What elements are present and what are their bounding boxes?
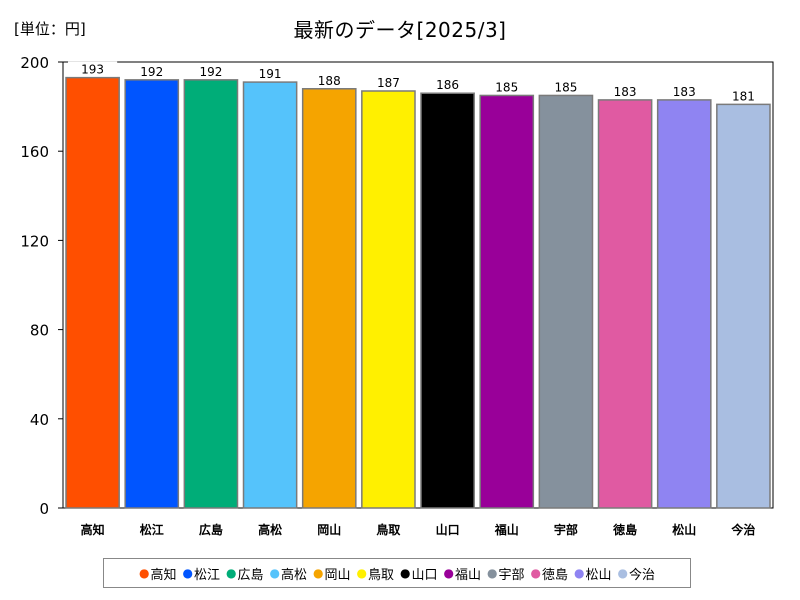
bar-今治: [716, 103, 771, 509]
data-label-bg: [541, 79, 591, 95]
data-label-bg: [186, 63, 236, 79]
bar-広島: [183, 79, 239, 509]
unit-label: [単位：円]: [14, 20, 86, 38]
data-label-bg: [718, 88, 768, 104]
y-tick-label: 200: [20, 54, 49, 72]
legend-marker-icon: ●: [617, 566, 628, 580]
legend-marker-icon: ●: [400, 566, 411, 580]
legend-item: ● 徳島: [531, 564, 569, 583]
bar-松山: [656, 99, 712, 509]
legend-item: ● 山口: [400, 564, 438, 583]
bar-松江: [124, 79, 180, 509]
bar-福山: [479, 94, 535, 509]
legend-item: ● 鳥取: [357, 564, 395, 583]
x-tick-label: 高知: [81, 522, 105, 537]
data-label: 187: [377, 76, 400, 90]
legend-marker-icon: ●: [530, 566, 541, 580]
legend-marker-icon: ●: [443, 566, 454, 580]
bar-高松: [242, 81, 298, 509]
legend-label: 福山: [454, 567, 481, 583]
data-label-bg: [127, 63, 177, 79]
legend-item: ● 松山: [574, 564, 612, 583]
legend-marker-icon: ●: [182, 566, 193, 580]
data-label-bg: [68, 61, 118, 77]
data-label: 186: [436, 78, 459, 92]
data-label-bg: [245, 66, 295, 82]
data-label: 181: [732, 89, 755, 103]
x-tick-label: 岡山: [317, 522, 341, 537]
data-label: 193: [81, 63, 104, 77]
bar-徳島: [597, 99, 653, 509]
legend-label: 高松: [280, 567, 307, 583]
legend-item: ● 岡山: [313, 564, 351, 583]
data-label-bg: [659, 83, 709, 99]
chart-title: 最新のデータ[2025/3]: [293, 18, 507, 42]
legend-label: 高知: [150, 567, 177, 583]
data-label-bg: [304, 72, 354, 88]
y-tick-label: 80: [30, 322, 49, 340]
y-tick-label: 120: [20, 232, 49, 250]
x-tick-label: 宇部: [554, 522, 578, 537]
legend-label: 今治: [628, 567, 655, 583]
legend-marker-icon: ●: [139, 566, 150, 580]
data-label: 185: [554, 80, 577, 94]
legend-item: ● 福山: [444, 564, 482, 583]
legend-marker-icon: ●: [487, 566, 498, 580]
data-label: 192: [199, 65, 222, 79]
data-label-bg: [482, 79, 532, 95]
data-label-bg: [423, 77, 473, 93]
legend-marker-icon: ●: [269, 566, 280, 580]
legend-marker-icon: ●: [356, 566, 367, 580]
legend-label: 宇部: [498, 567, 525, 583]
x-tick-label: 広島: [199, 522, 223, 537]
x-tick-label: 松山: [672, 522, 696, 537]
legend-label: 徳島: [541, 567, 568, 583]
x-tick-label: 高松: [258, 522, 282, 537]
bar-宇部: [538, 94, 594, 509]
legend-marker-icon: ●: [226, 566, 237, 580]
legend-marker-icon: ●: [574, 566, 585, 580]
data-label: 183: [673, 85, 696, 99]
legend-item: ● 広島: [226, 564, 264, 583]
x-tick-label: 徳島: [612, 522, 637, 537]
data-label: 188: [318, 74, 341, 88]
legend-label: 山口: [411, 567, 438, 583]
legend-item: ● 宇部: [487, 564, 525, 583]
legend-marker-icon: ●: [313, 566, 324, 580]
x-tick-label: 福山: [494, 522, 519, 537]
legend-label: 鳥取: [367, 567, 394, 583]
bar-鳥取: [361, 90, 416, 509]
legend: ● 高知 ● 松江 ● 広島 ● 高松 ● 岡山 ● 鳥取 ● 山口 ● 福山 ● 宇部 ● 徳島 ● 松山 ● 今治: [103, 558, 691, 588]
bar-chart: 0 40 80 120 160 200 193 高知 192 松江 192 広島 191 高松 188 岡山 1…: [20, 54, 774, 537]
legend-label: 松江: [193, 567, 220, 583]
data-label: 183: [614, 85, 637, 99]
x-tick-label: 松江: [140, 522, 164, 537]
data-label-bg: [363, 74, 413, 90]
plot-area: [62, 61, 774, 509]
data-label: 192: [140, 65, 163, 79]
legend-item: ● 今治: [618, 564, 656, 583]
x-tick-label: 鳥取: [376, 522, 400, 537]
bar-山口: [420, 92, 475, 509]
legend-label: 岡山: [324, 567, 351, 583]
y-tick-label: 160: [20, 143, 49, 161]
legend-label: 松山: [585, 567, 612, 583]
data-label-bg: [600, 83, 650, 99]
y-tick-label: 0: [39, 500, 49, 518]
data-label: 185: [495, 80, 518, 94]
legend-item: ● 高松: [270, 564, 308, 583]
legend-item: ● 松江: [183, 564, 221, 583]
data-label: 191: [259, 67, 282, 81]
legend-item: ● 高知: [139, 564, 177, 583]
bar-高知: [65, 76, 120, 509]
bar-岡山: [301, 88, 357, 509]
legend-label: 広島: [237, 567, 264, 583]
x-tick-label: 山口: [436, 522, 460, 537]
y-tick-label: 40: [30, 411, 49, 429]
x-tick-label: 今治: [730, 522, 755, 537]
